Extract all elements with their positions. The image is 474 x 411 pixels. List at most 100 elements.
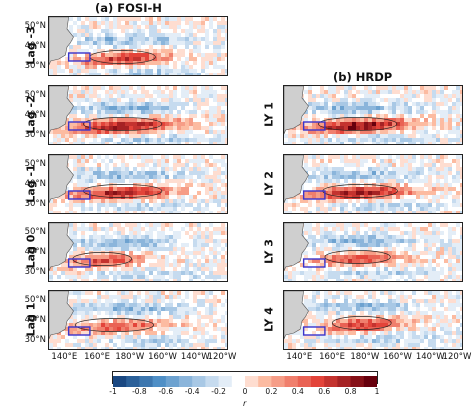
lon-tick-label: 140°W (180, 352, 210, 362)
colorbar-bin (231, 376, 246, 387)
lat-tick-label: 40°N (24, 179, 46, 189)
heatmap-svg (284, 155, 462, 213)
land-japan (49, 223, 74, 272)
colorbar-bin (179, 376, 193, 387)
row-label: LY 2 (262, 171, 276, 196)
map-panel-lag--2 (48, 85, 228, 145)
heatmap-svg (284, 86, 462, 144)
colorbar-bin (113, 376, 127, 387)
map-panel-ly-4 (283, 290, 463, 350)
row-label: LY 4 (262, 307, 276, 332)
colorbar-tick-label: 0 (242, 387, 248, 396)
lon-tick-label: 140°E (51, 352, 78, 362)
colorbar-bin (284, 376, 299, 387)
colorbar-bin (205, 376, 220, 387)
colorbar-bin (350, 376, 365, 387)
land-japan (49, 86, 74, 135)
colorbar-tick-label: 0.4 (291, 387, 304, 396)
colorbar-bin (139, 376, 154, 387)
land-japan (49, 291, 74, 340)
region-box (67, 258, 91, 268)
land-japan (284, 155, 309, 204)
significance-contour (83, 117, 163, 131)
colorbar-tick-label: 0.2 (265, 387, 278, 396)
colorbar-tick-label: -1 (109, 387, 117, 396)
lon-tick-label: 160°E (84, 352, 110, 362)
left-column-title: (a) FOSI-H (95, 1, 162, 15)
lat-tick-label: 50°N (24, 90, 46, 100)
lon-tick-label: 140°W (415, 352, 445, 362)
map-panel-ly-3 (283, 222, 463, 282)
heatmap-svg (49, 155, 227, 213)
map-panel-ly-2 (283, 154, 463, 214)
colorbar-tick-label: 1 (374, 387, 380, 396)
lat-tick-label: 30°N (24, 130, 46, 140)
colorbar-svg (113, 376, 378, 387)
lon-tick-label: 180°W (350, 352, 380, 362)
colorbar-bin (337, 376, 352, 387)
heatmap-svg (49, 86, 227, 144)
colorbar-tick-label: 0.6 (318, 387, 331, 396)
land-japan (284, 86, 309, 135)
colorbar-tick-label: -0.4 (184, 387, 200, 396)
colorbar-bin (311, 376, 325, 387)
colorbar-label: r (243, 399, 247, 408)
heatmap-svg (49, 17, 227, 75)
heatmap-svg (49, 223, 227, 281)
region-box (67, 121, 91, 131)
colorbar-bin (192, 376, 206, 387)
lon-tick-label: 160°W (383, 352, 412, 362)
region-box (302, 121, 326, 131)
colorbar-bin (324, 376, 338, 387)
map-panel-ly-1 (283, 85, 463, 145)
lat-tick-label: 40°N (24, 247, 46, 257)
lon-tick-label: 140°E (286, 352, 313, 362)
map-panel-lag-1 (48, 290, 228, 350)
colorbar-bin (363, 376, 378, 387)
lat-tick-label: 50°N (24, 21, 46, 31)
significance-contour (324, 250, 391, 264)
row-label: LY 1 (262, 102, 276, 127)
colorbar-bin (218, 376, 233, 387)
heatmap-svg (284, 291, 462, 349)
region-box (302, 190, 326, 200)
heatmap-svg (284, 223, 462, 281)
lon-tick-label: 120°W (207, 352, 237, 362)
colorbar-bin (152, 376, 167, 387)
heatmap-svg (49, 291, 227, 349)
lat-tick-label: 30°N (24, 267, 46, 277)
colorbar-tick-label: 0.8 (344, 387, 357, 396)
land-japan (49, 155, 74, 204)
significance-contour (318, 117, 398, 131)
colorbar-bin (271, 376, 286, 387)
lon-tick-label: 180°W (115, 352, 145, 362)
land-japan (284, 291, 309, 340)
colorbar-bin (245, 376, 259, 387)
colorbar-tick-label: -0.8 (132, 387, 147, 396)
map-panel-lag--3 (48, 16, 228, 76)
colorbar-bin (126, 376, 140, 387)
land-japan (284, 223, 309, 272)
region-box (67, 190, 91, 200)
right-column-title: (b) HRDP (333, 70, 393, 84)
colorbar-tick-label: -0.6 (158, 387, 174, 396)
colorbar-bin (297, 376, 312, 387)
lat-tick-label: 50°N (24, 159, 46, 169)
lat-tick-label: 40°N (24, 315, 46, 325)
colorbar (112, 371, 378, 387)
colorbar-bin (258, 376, 272, 387)
region-box (302, 258, 326, 268)
region-box (302, 326, 326, 336)
map-panel-lag-0 (48, 222, 228, 282)
lon-tick-label: 160°E (319, 352, 345, 362)
lat-tick-label: 40°N (24, 41, 46, 51)
lon-tick-label: 120°W (442, 352, 472, 362)
region-box (67, 52, 91, 62)
lat-tick-label: 40°N (24, 110, 46, 120)
significance-contour (331, 316, 392, 330)
colorbar-tick-label: -0.2 (211, 387, 226, 396)
lat-tick-label: 50°N (24, 295, 46, 305)
land-japan (49, 17, 74, 66)
significance-contour (74, 318, 155, 332)
lat-tick-label: 50°N (24, 227, 46, 237)
